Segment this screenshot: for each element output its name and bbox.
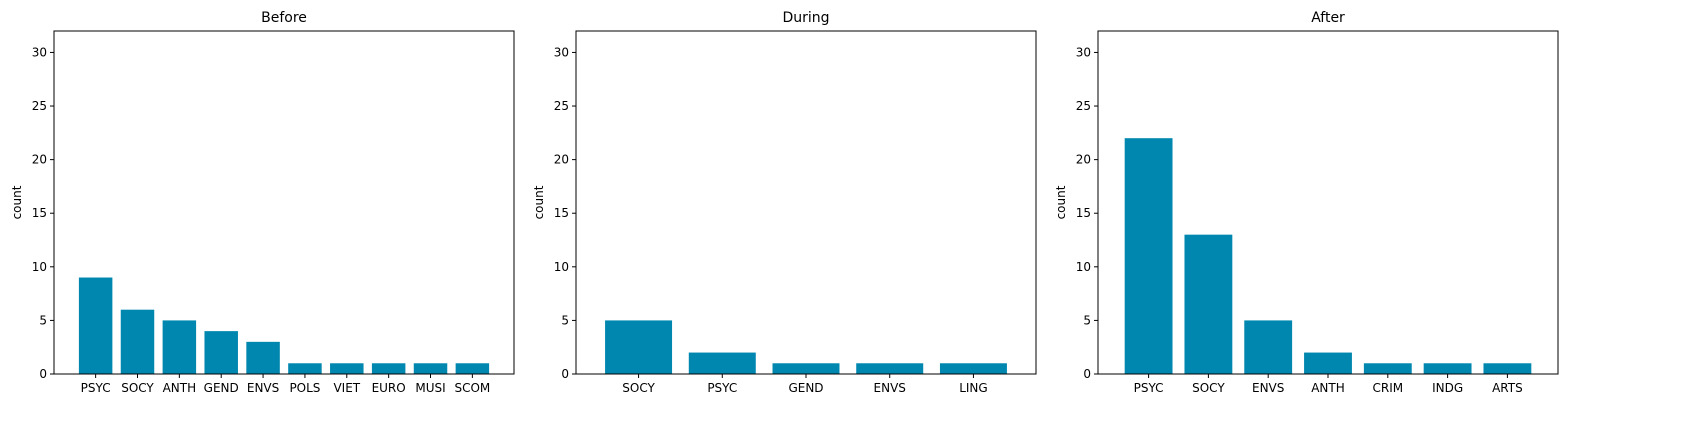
y-tick-label: 15 [554,206,569,220]
bar-ling [939,363,1007,374]
bar-euro [371,363,406,374]
y-tick-label: 30 [1076,45,1091,59]
axis-frame [53,30,515,375]
y-tick-label: 0 [39,367,47,381]
y-axis-label: count [10,185,24,219]
x-tick-label: SCOM [454,381,490,395]
x-tick-label: INDG [1432,381,1463,395]
x-tick-label: ANTH [1311,381,1345,395]
bar-viet [330,363,364,374]
axis-frame [1097,30,1559,375]
bar-arts [1483,363,1532,374]
bar-gend [772,363,840,374]
x-tick-label: ENVS [874,381,906,395]
y-tick-label: 20 [32,153,47,167]
y-tick-label: 25 [554,99,569,113]
y-tick-label: 5 [39,313,47,327]
y-tick-label: 25 [32,99,47,113]
y-tick-label: 20 [554,153,569,167]
y-tick-label: 10 [554,260,569,274]
y-axis-label: count [532,185,546,219]
bar-crim [1363,363,1412,374]
y-tick-label: 30 [32,45,47,59]
x-tick-label: PSYC [1134,381,1164,395]
bar-musi [413,363,448,374]
bar-envs [246,341,280,374]
x-tick-label: GEND [204,381,239,395]
x-tick-label: POLS [289,381,320,395]
bar-anth [162,320,197,374]
y-tick-label: 30 [554,45,569,59]
chart-title: After [1311,10,1345,26]
y-tick-label: 5 [561,313,569,327]
y-tick-label: 20 [1076,153,1091,167]
bar-envs [856,363,924,374]
x-tick-label: CRIM [1372,381,1403,395]
x-tick-label: SOCY [1192,381,1225,395]
y-tick-label: 0 [561,367,569,381]
x-tick-label: ARTS [1492,381,1523,395]
bar-envs [1244,320,1293,374]
x-tick-label: ENVS [1252,381,1284,395]
x-tick-label: PSYC [707,381,737,395]
bar-socy [1184,234,1233,374]
chart-panel-3: PSYC SOCY ENVS ANTH CRIM INDG ARTS 0 5 10 15 20 25 30… [1054,10,1559,395]
x-tick-label: LING [959,381,988,395]
bar-psyc [1124,138,1173,374]
bar-psyc [688,352,756,374]
bar-scom [455,363,490,374]
y-tick-label: 0 [1083,367,1091,381]
bar-indg [1423,363,1472,374]
x-tick-label: SOCY [121,381,154,395]
bar-gend [204,331,238,375]
bar-pols [288,363,322,374]
y-tick-label: 15 [1076,206,1091,220]
axis-frame [575,30,1037,375]
x-tick-label: GEND [788,381,823,395]
y-tick-label: 10 [32,260,47,274]
y-axis-label: count [1054,185,1068,219]
y-tick-label: 15 [32,206,47,220]
x-tick-label: PSYC [81,381,111,395]
chart-panel-2: SOCY PSYC GEND ENVS LING 0 5 10 15 20 25 30 count Dur… [532,10,1037,395]
bar-psyc [78,277,113,374]
bar-socy [120,309,155,374]
chart-panel-1: PSYC SOCY ANTH GEND ENVS POLS VIET EURO MUSI SCOM… [10,10,515,395]
x-tick-label: VIET [333,381,360,395]
chart-title: During [782,10,829,26]
x-tick-label: EURO [372,381,406,395]
y-tick-label: 5 [1083,313,1091,327]
chart-title: Before [261,10,307,26]
x-tick-label: ENVS [247,381,279,395]
bar-anth [1304,352,1352,374]
x-tick-label: ANTH [163,381,197,395]
y-tick-label: 10 [1076,260,1091,274]
y-tick-label: 25 [1076,99,1091,113]
x-tick-label: MUSI [415,381,445,395]
bar-socy [605,320,673,374]
x-tick-label: SOCY [622,381,655,395]
